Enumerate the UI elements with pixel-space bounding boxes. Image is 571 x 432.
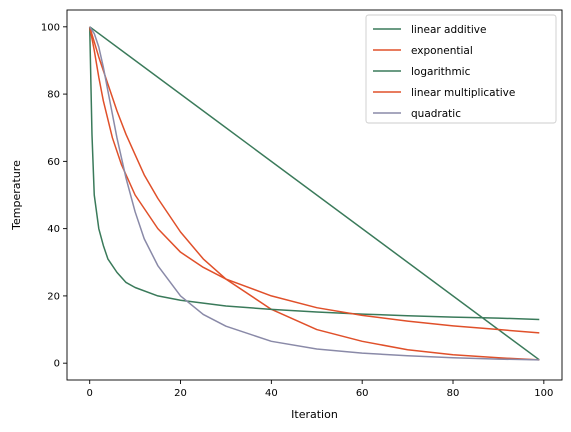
y-axis-label: Temperature xyxy=(10,160,23,231)
plot-area xyxy=(88,26,540,361)
x-axis-label: Iteration xyxy=(291,408,338,421)
axes-frame xyxy=(66,9,563,381)
y-tick-label: 100 xyxy=(41,22,60,33)
series-line-logarithmic xyxy=(88,26,540,321)
y-axis-ticks: 0 20 40 60 80 100 xyxy=(41,22,67,370)
y-tick-label: 60 xyxy=(47,157,60,168)
legend-label-logarithmic: logarithmic xyxy=(411,66,471,78)
legend-box xyxy=(365,14,557,124)
series-line-linear-multiplicative xyxy=(88,26,540,334)
y-tick-label: 80 xyxy=(47,90,60,101)
x-tick-label: 60 xyxy=(356,388,369,399)
legend-label-quadratic: quadratic xyxy=(411,108,461,120)
x-axis-ticks: 0 20 40 60 80 100 xyxy=(87,380,553,399)
legend-label-exponential: exponential xyxy=(411,45,473,57)
y-tick-label: 0 xyxy=(54,359,60,370)
x-tick-label: 100 xyxy=(534,388,553,399)
legend: linear additive exponential logarithmic lin… xyxy=(365,14,557,124)
series-line-exponential xyxy=(88,26,540,361)
series-line-quadratic xyxy=(89,26,540,361)
y-tick-label: 40 xyxy=(47,224,60,235)
y-tick-label: 20 xyxy=(47,291,60,302)
legend-label-linear-additive: linear additive xyxy=(411,24,486,36)
x-tick-label: 20 xyxy=(174,388,187,399)
x-tick-label: 0 xyxy=(87,388,93,399)
x-tick-label: 40 xyxy=(265,388,278,399)
series-line-linear-additive xyxy=(89,26,540,361)
x-tick-label: 80 xyxy=(447,388,460,399)
legend-label-linear-multiplicative: linear multiplicative xyxy=(411,87,515,99)
